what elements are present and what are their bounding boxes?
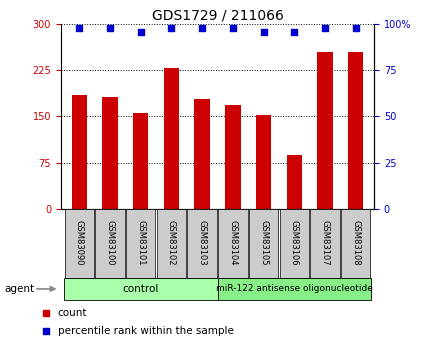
Text: GSM83101: GSM83101 xyxy=(136,220,145,266)
Bar xyxy=(72,95,87,209)
Point xyxy=(76,25,82,31)
Point xyxy=(290,29,297,34)
Bar xyxy=(340,209,370,278)
Bar xyxy=(225,105,240,209)
Text: GSM83104: GSM83104 xyxy=(228,220,237,266)
Bar xyxy=(217,278,370,300)
Text: GSM83106: GSM83106 xyxy=(289,220,298,266)
Text: GSM83107: GSM83107 xyxy=(320,220,329,266)
Bar xyxy=(347,52,362,209)
Bar xyxy=(316,52,332,209)
Point xyxy=(137,29,144,34)
Bar xyxy=(95,209,125,278)
Title: GDS1729 / 211066: GDS1729 / 211066 xyxy=(151,9,283,23)
Bar xyxy=(156,209,186,278)
Bar xyxy=(64,278,217,300)
Point xyxy=(260,29,266,34)
Bar xyxy=(187,209,217,278)
Point xyxy=(321,25,328,31)
Bar xyxy=(248,209,278,278)
Point xyxy=(229,25,236,31)
Bar xyxy=(255,115,271,209)
Point xyxy=(198,25,205,31)
Bar xyxy=(217,209,247,278)
Text: GSM83102: GSM83102 xyxy=(167,220,175,266)
Bar xyxy=(286,155,301,209)
Text: GSM83100: GSM83100 xyxy=(105,220,114,266)
Point xyxy=(106,25,113,31)
Text: GSM83108: GSM83108 xyxy=(350,220,359,266)
Text: control: control xyxy=(122,284,158,294)
Text: percentile rank within the sample: percentile rank within the sample xyxy=(57,326,233,335)
Text: GSM83090: GSM83090 xyxy=(75,220,84,266)
Text: miR-122 antisense oligonucleotide: miR-122 antisense oligonucleotide xyxy=(215,284,372,294)
Bar xyxy=(309,209,339,278)
Point xyxy=(352,25,358,31)
Point xyxy=(168,25,174,31)
Text: count: count xyxy=(57,308,87,318)
Bar xyxy=(64,209,94,278)
Bar xyxy=(163,68,179,209)
Text: agent: agent xyxy=(4,284,34,294)
Point xyxy=(42,310,49,316)
Text: GSM83105: GSM83105 xyxy=(259,220,267,266)
Text: GSM83103: GSM83103 xyxy=(197,220,206,266)
Bar xyxy=(279,209,308,278)
Point xyxy=(42,328,49,333)
Bar xyxy=(102,97,118,209)
Bar xyxy=(126,209,155,278)
Bar xyxy=(194,99,209,209)
Bar xyxy=(133,114,148,209)
